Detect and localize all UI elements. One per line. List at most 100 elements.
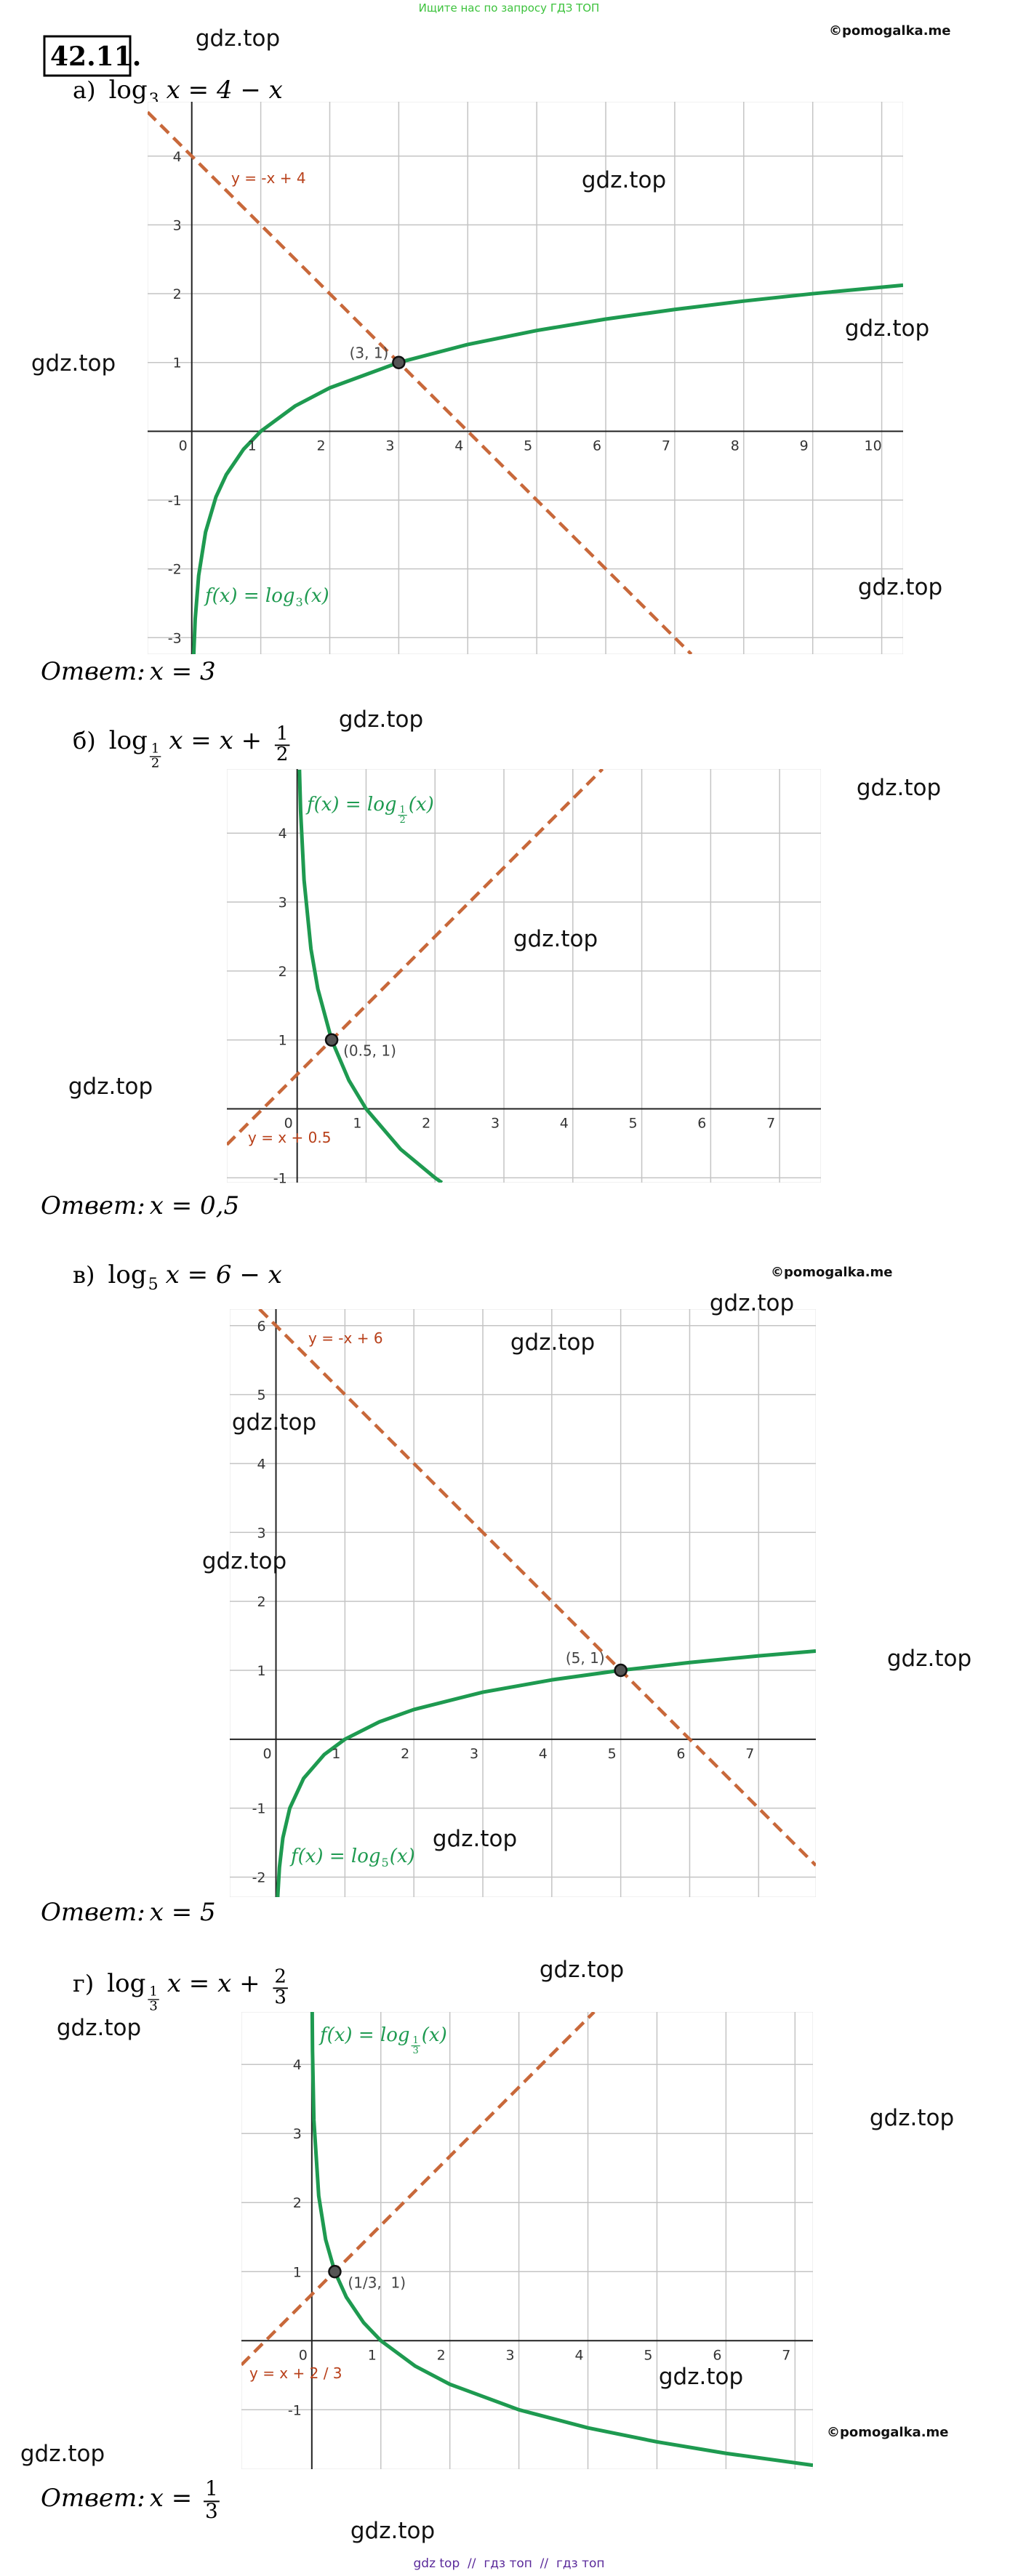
watermark: gdz.top (710, 1290, 794, 1316)
x-tick-label: 0 (299, 2347, 308, 2363)
equation: x = 6 − x (166, 1260, 282, 1289)
y-tick-label: -2 (252, 1869, 266, 1885)
footer: gdz top // гдз топ // гдз топ (413, 2556, 604, 2571)
fraction-num: 1 (205, 2476, 218, 2500)
x-tick-label: 2 (437, 2347, 446, 2363)
y-tick-label: 2 (173, 286, 182, 302)
line-label: y = -x + 6 (308, 1329, 383, 1347)
y-tick-label: 3 (293, 2126, 302, 2142)
x-tick-label: 1 (332, 1746, 340, 1762)
curve-label: (x) (390, 1846, 415, 1867)
fraction-num: 1 (149, 1984, 157, 2000)
curve (310, 2012, 813, 2468)
plot (241, 2012, 813, 2469)
watermark: gdz.top (57, 2015, 141, 2041)
watermark: gdz.top (433, 1826, 517, 1852)
y-tick-label: 1 (257, 1663, 265, 1679)
fraction-den: 3 (413, 2045, 419, 2056)
x-tick-label: 3 (385, 438, 394, 454)
curve-label: f(x) = log (305, 794, 397, 816)
y-tick-label: -3 (168, 630, 182, 646)
x-tick-label: 0 (284, 1116, 293, 1132)
answer-prefix: Ответ: (41, 2484, 145, 2513)
curve-label: (x) (304, 585, 329, 607)
y-tick-label: 2 (293, 2195, 302, 2211)
intersection-point (324, 1033, 339, 1047)
y-tick-label: 2 (278, 964, 287, 980)
problem-number: 42.11. (50, 41, 141, 72)
curve-label-base: 3 (296, 595, 303, 609)
y-tick-label: 4 (278, 826, 287, 842)
curve-label: f(x) = log (204, 585, 295, 607)
y-tick-label: 4 (173, 149, 182, 165)
x-tick-label: 7 (662, 438, 670, 454)
dashed-line (227, 769, 604, 1146)
fraction-num: 1 (400, 805, 406, 816)
x-tick-label: 2 (401, 1746, 409, 1762)
intersection-point (328, 2265, 342, 2279)
plot (230, 1309, 816, 1897)
line-label: y = -x + 4 (231, 169, 306, 187)
y-tick-label: 3 (173, 217, 182, 233)
log: log (109, 76, 148, 105)
number-box (43, 35, 132, 77)
watermark: gdz.top (202, 1548, 286, 1574)
watermark: gdz.top (857, 775, 941, 801)
watermark: gdz.top (68, 1074, 153, 1100)
x-tick-label: 4 (574, 2347, 583, 2363)
fraction-num: 1 (276, 723, 289, 745)
part-label: а) (73, 76, 96, 104)
x-tick-label: 5 (608, 1746, 617, 1762)
x-tick-label: 0 (262, 1746, 271, 1762)
fraction-den: 2 (276, 744, 289, 765)
watermark: gdz.top (659, 2364, 743, 2390)
x-tick-label: 6 (593, 438, 601, 454)
x-tick-label: 5 (629, 1116, 638, 1132)
x-tick-label: 5 (644, 2347, 652, 2363)
x-tick-label: 3 (506, 2347, 515, 2363)
y-tick-label: 1 (278, 1033, 287, 1049)
plot-area (241, 2012, 813, 2469)
x-tick-label: 4 (454, 438, 463, 454)
answer-prefix: Ответ: (41, 1191, 145, 1220)
x-tick-label: 6 (713, 2347, 721, 2363)
y-tick-label: 5 (257, 1388, 265, 1404)
y-tick-label: -1 (252, 1801, 266, 1817)
part-label: г) (73, 1970, 94, 1997)
watermark: gdz.top (339, 707, 423, 733)
curve-label: f(x) = log (318, 2024, 410, 2046)
answer-prefix: Ответ: (41, 657, 145, 686)
point-label: (3, 1) (350, 345, 389, 362)
watermark: gdz.top (20, 2441, 105, 2467)
x-tick-label: 0 (179, 438, 188, 454)
x-tick-label: 6 (697, 1116, 706, 1132)
x-tick-label: 7 (782, 2347, 790, 2363)
watermark: gdz.top (845, 315, 929, 342)
plot (227, 769, 821, 1183)
y-tick-label: 4 (293, 2057, 302, 2073)
answer: x = 0,5 (150, 1191, 239, 1220)
site-mark: ©pomogalka.me (771, 1265, 893, 1280)
plot (148, 102, 903, 654)
y-tick-label: 1 (293, 2264, 302, 2280)
point-label: (5, 1) (566, 1649, 605, 1667)
fraction-den: 2 (400, 815, 406, 826)
x-tick-label: 4 (539, 1746, 548, 1762)
y-tick-label: -1 (288, 2402, 302, 2418)
equation: x = x + (167, 1969, 268, 1998)
y-tick-label: 3 (257, 1525, 265, 1541)
log: log (107, 1969, 145, 1998)
x-tick-label: 8 (731, 438, 740, 454)
y-tick-label: 1 (173, 355, 182, 371)
x-tick-label: 3 (491, 1116, 500, 1132)
y-tick-label: -1 (168, 493, 182, 509)
curve (191, 283, 903, 654)
x-tick-label: 10 (864, 438, 881, 454)
x-tick-label: 7 (766, 1116, 775, 1132)
fraction-num: 1 (413, 2035, 419, 2046)
watermark: gdz.top (350, 2518, 435, 2544)
watermark: gdz.top (31, 350, 116, 377)
equation: x = 4 − x (167, 76, 283, 105)
